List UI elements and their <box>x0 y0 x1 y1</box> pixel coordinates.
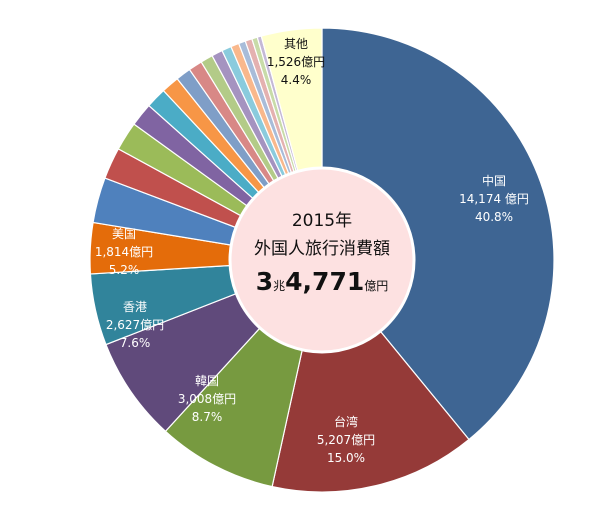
slice-percent: 4.4% <box>281 73 312 87</box>
slice-value: 5,207億円 <box>317 433 375 447</box>
slice-value: 2,627億円 <box>106 318 164 332</box>
slice-name: 香港 <box>123 300 147 314</box>
slice-percent: 5.2% <box>109 263 140 277</box>
slice-label-台湾: 台湾 5,207億円 15.0% <box>317 414 375 465</box>
slice-name: 台湾 <box>334 414 358 429</box>
slice-name: 美国 <box>112 227 136 241</box>
center-total-unit: 億円 <box>364 279 388 293</box>
slice-label-香港: 香港 2,627億円 7.6% <box>106 300 164 350</box>
slice-label-其他: 其他 1,526億円 4.4% <box>267 37 325 87</box>
center-total-mid: 兆 <box>273 279 285 293</box>
slice-name: 中国 <box>482 173 506 188</box>
center-title-year: 2015年 <box>292 211 352 231</box>
slice-value: 1,814億円 <box>95 245 153 259</box>
slice-label-韓国: 韓国 3,008億円 8.7% <box>178 374 236 424</box>
slice-value: 14,174 億円 <box>459 192 529 206</box>
slice-value: 1,526億円 <box>267 55 325 69</box>
slice-percent: 8.7% <box>192 410 223 424</box>
slice-percent: 15.0% <box>327 451 365 465</box>
center-total-main: 4,771 <box>285 267 364 296</box>
slice-labels: 中国 14,174 億円 40.8% 台湾 5,207億円 15.0% 韓国 3,008億円 8… <box>95 37 529 465</box>
slice-percent: 7.6% <box>120 336 151 350</box>
slice-label-美国: 美国 1,814億円 5.2% <box>95 227 153 277</box>
center-disc <box>228 166 416 354</box>
slice-中国 <box>321 27 555 441</box>
center-total: 3兆4,771億円 <box>256 267 389 296</box>
slice-value: 3,008億円 <box>178 392 236 406</box>
slice-label-中国: 中国 14,174 億円 40.8% <box>459 173 529 224</box>
slice-name: 其他 <box>284 37 308 51</box>
slice-percent: 40.8% <box>475 210 513 224</box>
center-total-prefix: 3 <box>256 267 273 296</box>
center-title-label: 外国人旅行消費額 <box>254 239 390 259</box>
slice-name: 韓国 <box>195 374 219 388</box>
